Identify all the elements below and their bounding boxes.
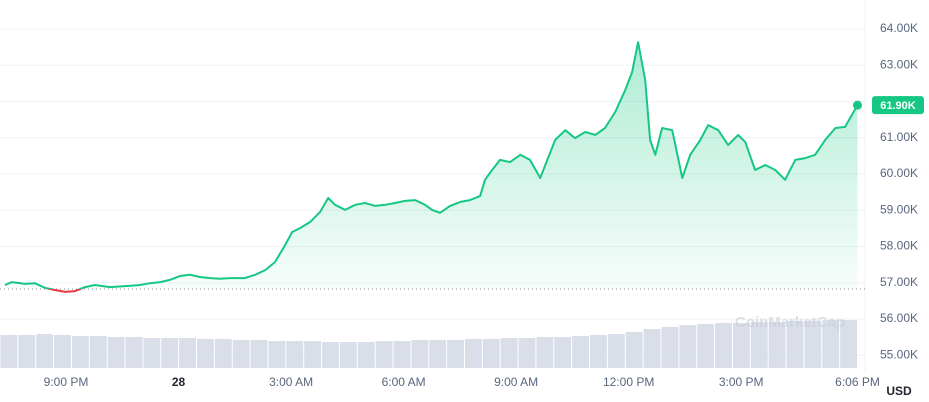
price-tag-label: 61.90K	[880, 100, 916, 112]
volume-bar	[572, 336, 590, 368]
volume-bar	[393, 341, 411, 368]
y-tick-label: 55.00K	[880, 347, 918, 361]
volume-bar	[768, 322, 786, 368]
volume-bar	[536, 337, 554, 368]
volume-bar	[54, 335, 71, 368]
volume-bar	[464, 339, 482, 368]
volume-bar	[0, 335, 18, 368]
x-tick-label: 6:00 AM	[382, 375, 426, 389]
volume-bar	[518, 338, 536, 368]
x-tick-label: 12:00 PM	[603, 375, 654, 389]
volume-bar	[179, 338, 197, 368]
volume-bar	[357, 342, 375, 368]
volume-bar	[750, 322, 768, 368]
volume-bar	[214, 339, 232, 368]
volume-bar	[429, 340, 447, 368]
volume-bar	[411, 340, 429, 368]
volume-bar	[715, 323, 732, 368]
x-tick-label: 6:06 PM	[835, 375, 880, 389]
volume-bar	[375, 341, 393, 368]
volume-bar	[732, 323, 750, 368]
volume-bar	[232, 340, 250, 368]
volume-bar	[322, 342, 339, 368]
x-tick-label: 9:00 AM	[494, 375, 538, 389]
volume-bar	[286, 341, 304, 368]
volume-bar	[268, 341, 286, 368]
y-tick-label: 58.00K	[880, 239, 918, 253]
volume-bar	[143, 338, 161, 368]
volume-bar	[786, 321, 804, 368]
price-line	[4, 41, 859, 293]
volume-bar	[607, 334, 625, 368]
volume-bar	[36, 334, 54, 368]
volume-bar	[18, 335, 36, 368]
watermark: CoinMarketCap	[735, 314, 845, 331]
volume-bar	[304, 341, 322, 368]
volume-bar	[447, 340, 464, 368]
x-tick-label: 3:00 AM	[269, 375, 313, 389]
y-tick-label: 63.00K	[880, 57, 918, 71]
volume-bar	[125, 337, 143, 368]
volume-bar	[554, 337, 572, 368]
price-tag	[872, 96, 924, 115]
x-tick-label: 28	[172, 375, 186, 389]
volume-bar	[822, 320, 840, 368]
volume-bar	[661, 327, 679, 368]
y-tick-label: 57.00K	[880, 275, 918, 289]
volume-bar	[590, 335, 607, 368]
volume-bar	[643, 329, 661, 368]
last-point	[852, 100, 862, 110]
y-tick-label: 64.00K	[880, 21, 918, 35]
y-tick-label: 56.00K	[880, 311, 918, 325]
volume-bar	[840, 320, 857, 368]
currency-label: USD	[886, 384, 912, 398]
volume-bar	[89, 336, 107, 368]
x-tick-label: 9:00 PM	[44, 375, 89, 389]
volume-bar	[500, 338, 518, 368]
x-tick-label: 3:00 PM	[719, 375, 764, 389]
volume-bar	[679, 325, 697, 368]
volume-bar	[161, 338, 179, 368]
y-tick-label: 59.00K	[880, 202, 918, 216]
volume-bar	[339, 342, 357, 368]
volume-bar	[250, 340, 268, 368]
volume-bar	[197, 339, 214, 368]
volume-bar	[107, 337, 125, 368]
volume-bar	[71, 336, 89, 368]
volume-bar	[482, 339, 500, 368]
volume-bar	[625, 332, 643, 368]
y-tick-label: 60.00K	[880, 166, 918, 180]
volume-bar	[697, 324, 715, 368]
volume-bar	[804, 321, 822, 368]
price-area	[4, 42, 858, 292]
y-tick-label: 61.00K	[880, 130, 918, 144]
